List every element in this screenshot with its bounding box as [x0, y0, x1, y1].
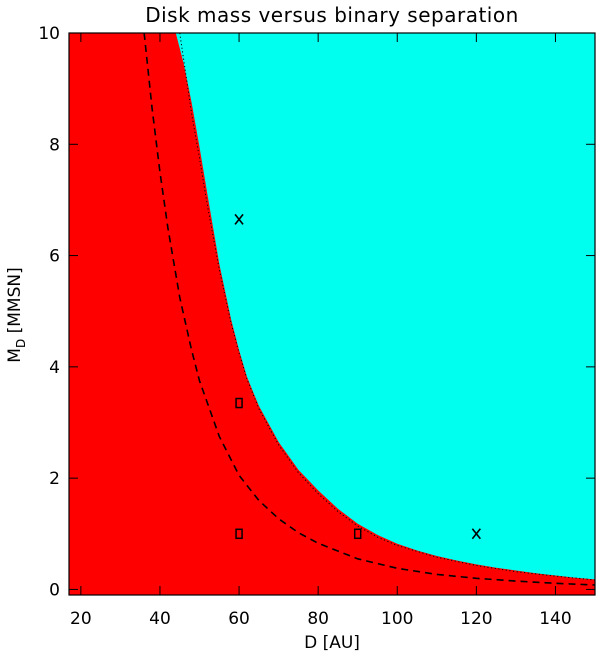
plot-frame: [68, 32, 596, 596]
series-line-dashed: [143, 32, 596, 586]
x-tick-label: 60: [228, 609, 250, 629]
y-tick-label: 2: [49, 469, 60, 489]
x-tick-label: 120: [460, 609, 492, 629]
y-tick-label: 6: [49, 247, 60, 267]
series-line-dotted: [179, 32, 596, 581]
x-tick-label: 40: [149, 609, 171, 629]
y-tick-label: 8: [49, 135, 60, 155]
marker-square: [235, 528, 243, 540]
marker-x: [471, 528, 481, 540]
marker-square: [235, 397, 243, 409]
x-axis: 20 40 60 80 100 120 140: [70, 33, 572, 629]
x-axis-label: D [AU]: [304, 633, 360, 653]
y-tick-label: 0: [49, 580, 60, 600]
marker-x: [234, 213, 244, 225]
series-layer: [143, 32, 596, 586]
x-tick-label: 20: [70, 609, 92, 629]
y-tick-label: 10: [38, 24, 60, 44]
x-tick-label: 100: [381, 609, 413, 629]
y-axis: 0 2 4 6 8 10: [38, 24, 595, 600]
y-axis-label-tail: [MMSN]: [5, 267, 25, 339]
y-tick-label: 4: [49, 358, 60, 378]
y-axis-label-main: M: [5, 348, 25, 363]
plot-area: [68, 32, 596, 596]
x-tick-label: 140: [539, 609, 571, 629]
marker-layer: [234, 213, 481, 540]
chart-title: Disk mass versus binary separation: [145, 3, 519, 27]
y-axis-label-sub: D: [14, 339, 28, 348]
marker-square: [353, 528, 362, 540]
x-tick-label: 80: [307, 609, 329, 629]
y-axis-label: MD [MMSN]: [5, 267, 28, 362]
region-red: [69, 33, 595, 595]
